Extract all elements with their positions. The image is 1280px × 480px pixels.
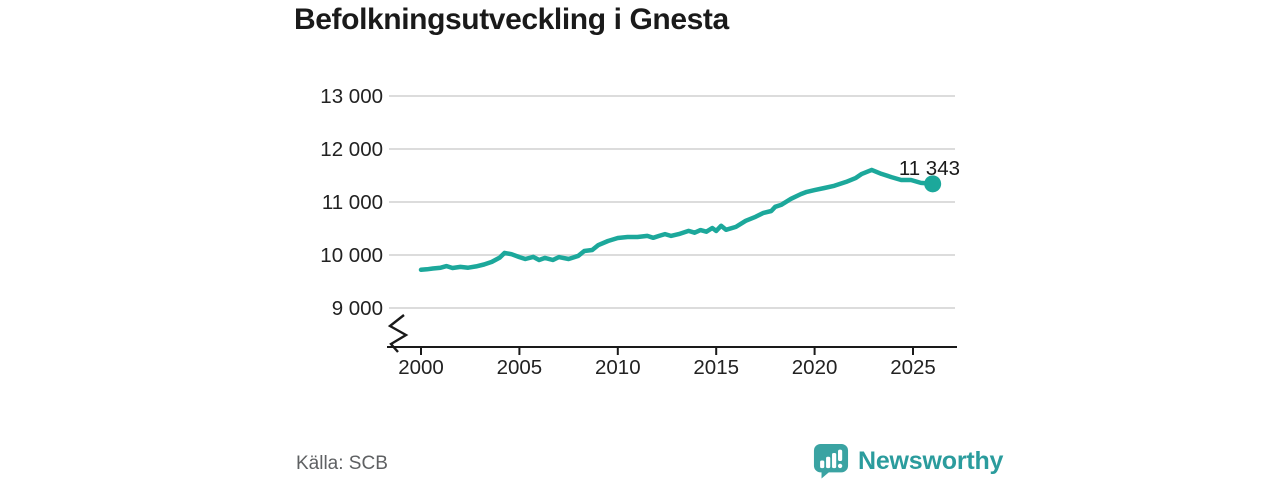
x-axis-tick-label: 2005 bbox=[497, 356, 543, 379]
population-series-line bbox=[418, 167, 935, 273]
x-axis-tick-label: 2000 bbox=[398, 356, 444, 379]
x-axis-tick-label: 2020 bbox=[792, 356, 838, 379]
x-axis-tick-label: 2015 bbox=[693, 356, 739, 379]
end-value-label: 11 343 bbox=[899, 157, 960, 180]
y-axis-tick-label: 11 000 bbox=[322, 191, 383, 214]
chart-title: Befolkningsutveckling i Gnesta bbox=[294, 3, 729, 36]
source-label: Källa: SCB bbox=[296, 453, 388, 474]
x-axis-tick-label: 2025 bbox=[890, 356, 936, 379]
newsworthy-wordmark: Newsworthy bbox=[858, 446, 1004, 475]
y-axis-tick-label: 9 000 bbox=[332, 297, 383, 320]
x-axis-tick-label: 2010 bbox=[595, 356, 641, 379]
y-axis-tick-label: 13 000 bbox=[320, 85, 383, 108]
series-end-dot bbox=[924, 175, 942, 193]
newsworthy-brand: Newsworthy bbox=[812, 443, 1003, 479]
y-axis-tick-label: 12 000 bbox=[320, 138, 383, 161]
population-line-chart: 13 000 12 000 11 000 10 000 9 000 2000 2005 201… bbox=[320, 85, 960, 379]
axis-break-icon bbox=[387, 314, 409, 353]
y-axis-tick-label: 10 000 bbox=[320, 244, 383, 267]
newsworthy-logo-icon bbox=[813, 443, 849, 479]
